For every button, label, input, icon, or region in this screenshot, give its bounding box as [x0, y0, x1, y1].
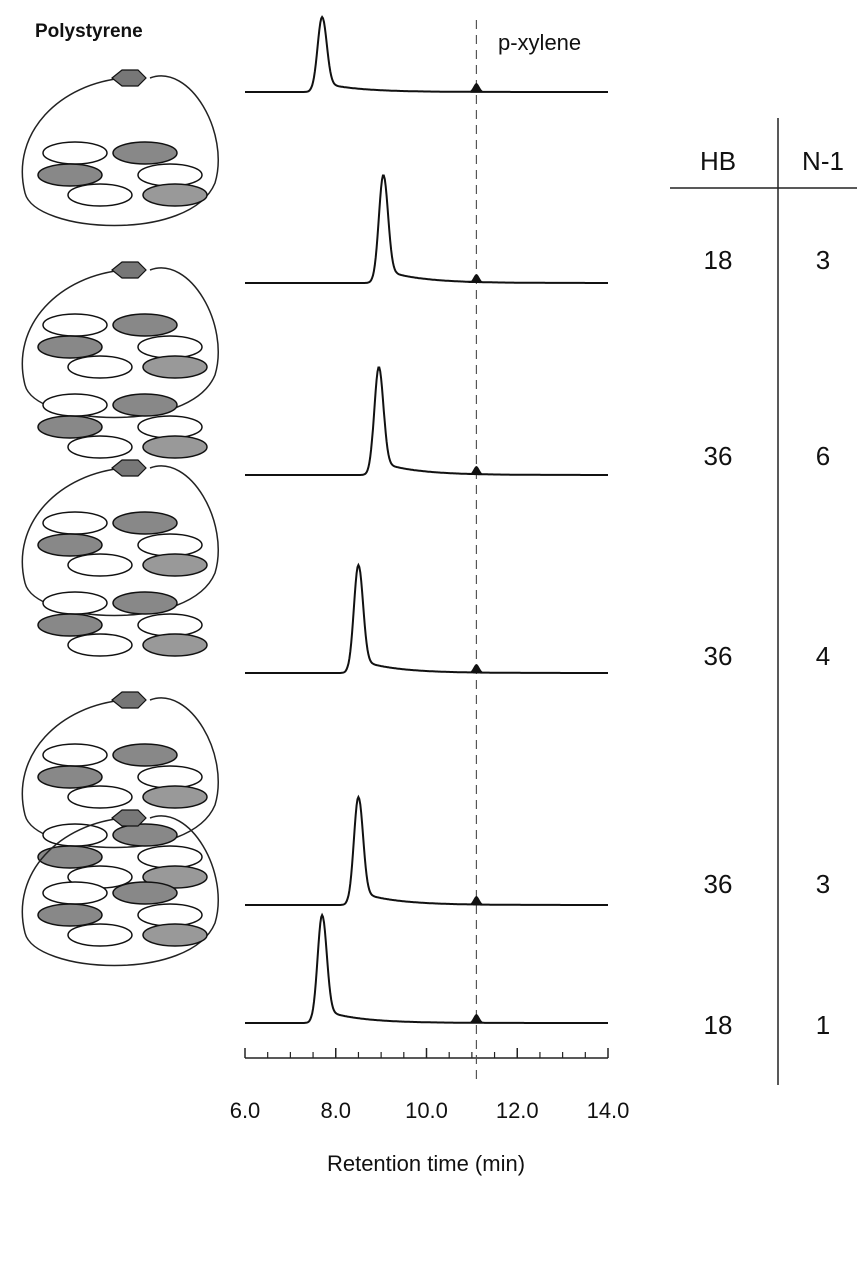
n1-value: 1 [816, 1010, 830, 1040]
molecule-disk [112, 313, 178, 337]
x-axis-label: Retention time (min) [327, 1151, 525, 1176]
table-header: HB [700, 146, 736, 176]
n1-value: 4 [816, 641, 830, 671]
molecule-disk [142, 183, 208, 207]
table-header: N-1 [802, 146, 844, 176]
molecule-disk [137, 415, 203, 439]
molecule-disk [37, 613, 103, 637]
molecule-disk [142, 355, 208, 379]
hb-value: 36 [704, 869, 733, 899]
molecule-disk [67, 923, 133, 947]
molecule-disk [137, 533, 203, 557]
molecule-disk [42, 313, 108, 337]
molecule-disk [37, 533, 103, 557]
chromatogram-trace [245, 912, 608, 1024]
chromatogram-trace [245, 562, 608, 674]
molecule-disk [142, 435, 208, 459]
molecule-disk [37, 845, 103, 869]
molecule-disk [42, 823, 108, 847]
n1-value: 3 [816, 245, 830, 275]
molecule-disk [67, 633, 133, 657]
x-tick-label: 12.0 [496, 1098, 539, 1123]
molecule-disk [142, 633, 208, 657]
molecule-disk [67, 785, 133, 809]
molecule-disk [142, 923, 208, 947]
molecule-disk [67, 435, 133, 459]
molecule-disk [112, 881, 178, 905]
chromatogram-trace [245, 794, 608, 906]
molecule-disk [42, 881, 108, 905]
reference-trace-name: Polystyrene [35, 21, 143, 42]
molecule-loop [21, 75, 219, 227]
xylene-peak [467, 896, 486, 905]
molecule-hexagon [111, 69, 147, 87]
xylene-peak [467, 466, 486, 475]
molecule-disk [42, 141, 108, 165]
molecule-disk [37, 415, 103, 439]
molecule-disk [112, 141, 178, 165]
molecule-loop [21, 815, 219, 967]
molecule-hexagon [111, 459, 147, 477]
hb-value: 36 [704, 441, 733, 471]
hb-value: 18 [704, 245, 733, 275]
molecule-disk [137, 163, 203, 187]
molecule-disk [42, 591, 108, 615]
xylene-peak [467, 83, 486, 92]
molecule-disk [67, 553, 133, 577]
xylene-peak [467, 1014, 486, 1023]
molecule-disk [137, 845, 203, 869]
xylene-peak [467, 664, 486, 673]
molecule-disk [112, 743, 178, 767]
molecule-disk [42, 511, 108, 535]
molecule-disk [137, 335, 203, 359]
molecule-loop [21, 465, 219, 617]
molecule-disk [142, 785, 208, 809]
molecule-loop [21, 267, 219, 419]
molecule-disk [112, 823, 178, 847]
molecule-disk [112, 393, 178, 417]
xylene-peak [467, 274, 486, 283]
n1-value: 6 [816, 441, 830, 471]
reference-label: p-xylene [498, 30, 581, 55]
molecule-disk [67, 183, 133, 207]
x-tick-label: 8.0 [320, 1098, 351, 1123]
molecule-disk [37, 903, 103, 927]
molecule-disk [37, 163, 103, 187]
molecule-disk [137, 765, 203, 789]
molecule-disk [137, 903, 203, 927]
molecule-disk [142, 553, 208, 577]
molecule-hexagon [111, 809, 147, 827]
x-tick-label: 14.0 [587, 1098, 630, 1123]
hb-value: 18 [704, 1010, 733, 1040]
hb-value: 36 [704, 641, 733, 671]
chromatogram-trace [245, 366, 608, 476]
molecule-disk [137, 613, 203, 637]
molecule-hexagon [111, 261, 147, 279]
x-tick-label: 10.0 [405, 1098, 448, 1123]
molecule-loop [21, 697, 219, 849]
x-tick-label: 6.0 [230, 1098, 261, 1123]
molecule-disk [37, 335, 103, 359]
molecule-disk [112, 511, 178, 535]
molecule-disk [37, 765, 103, 789]
chromatogram-trace [245, 15, 608, 93]
molecule-disk [67, 355, 133, 379]
n1-value: 3 [816, 869, 830, 899]
molecule-disk [42, 393, 108, 417]
molecule-hexagon [111, 691, 147, 709]
molecule-disk [112, 591, 178, 615]
chromatogram-trace [245, 174, 608, 284]
molecule-disk [42, 743, 108, 767]
